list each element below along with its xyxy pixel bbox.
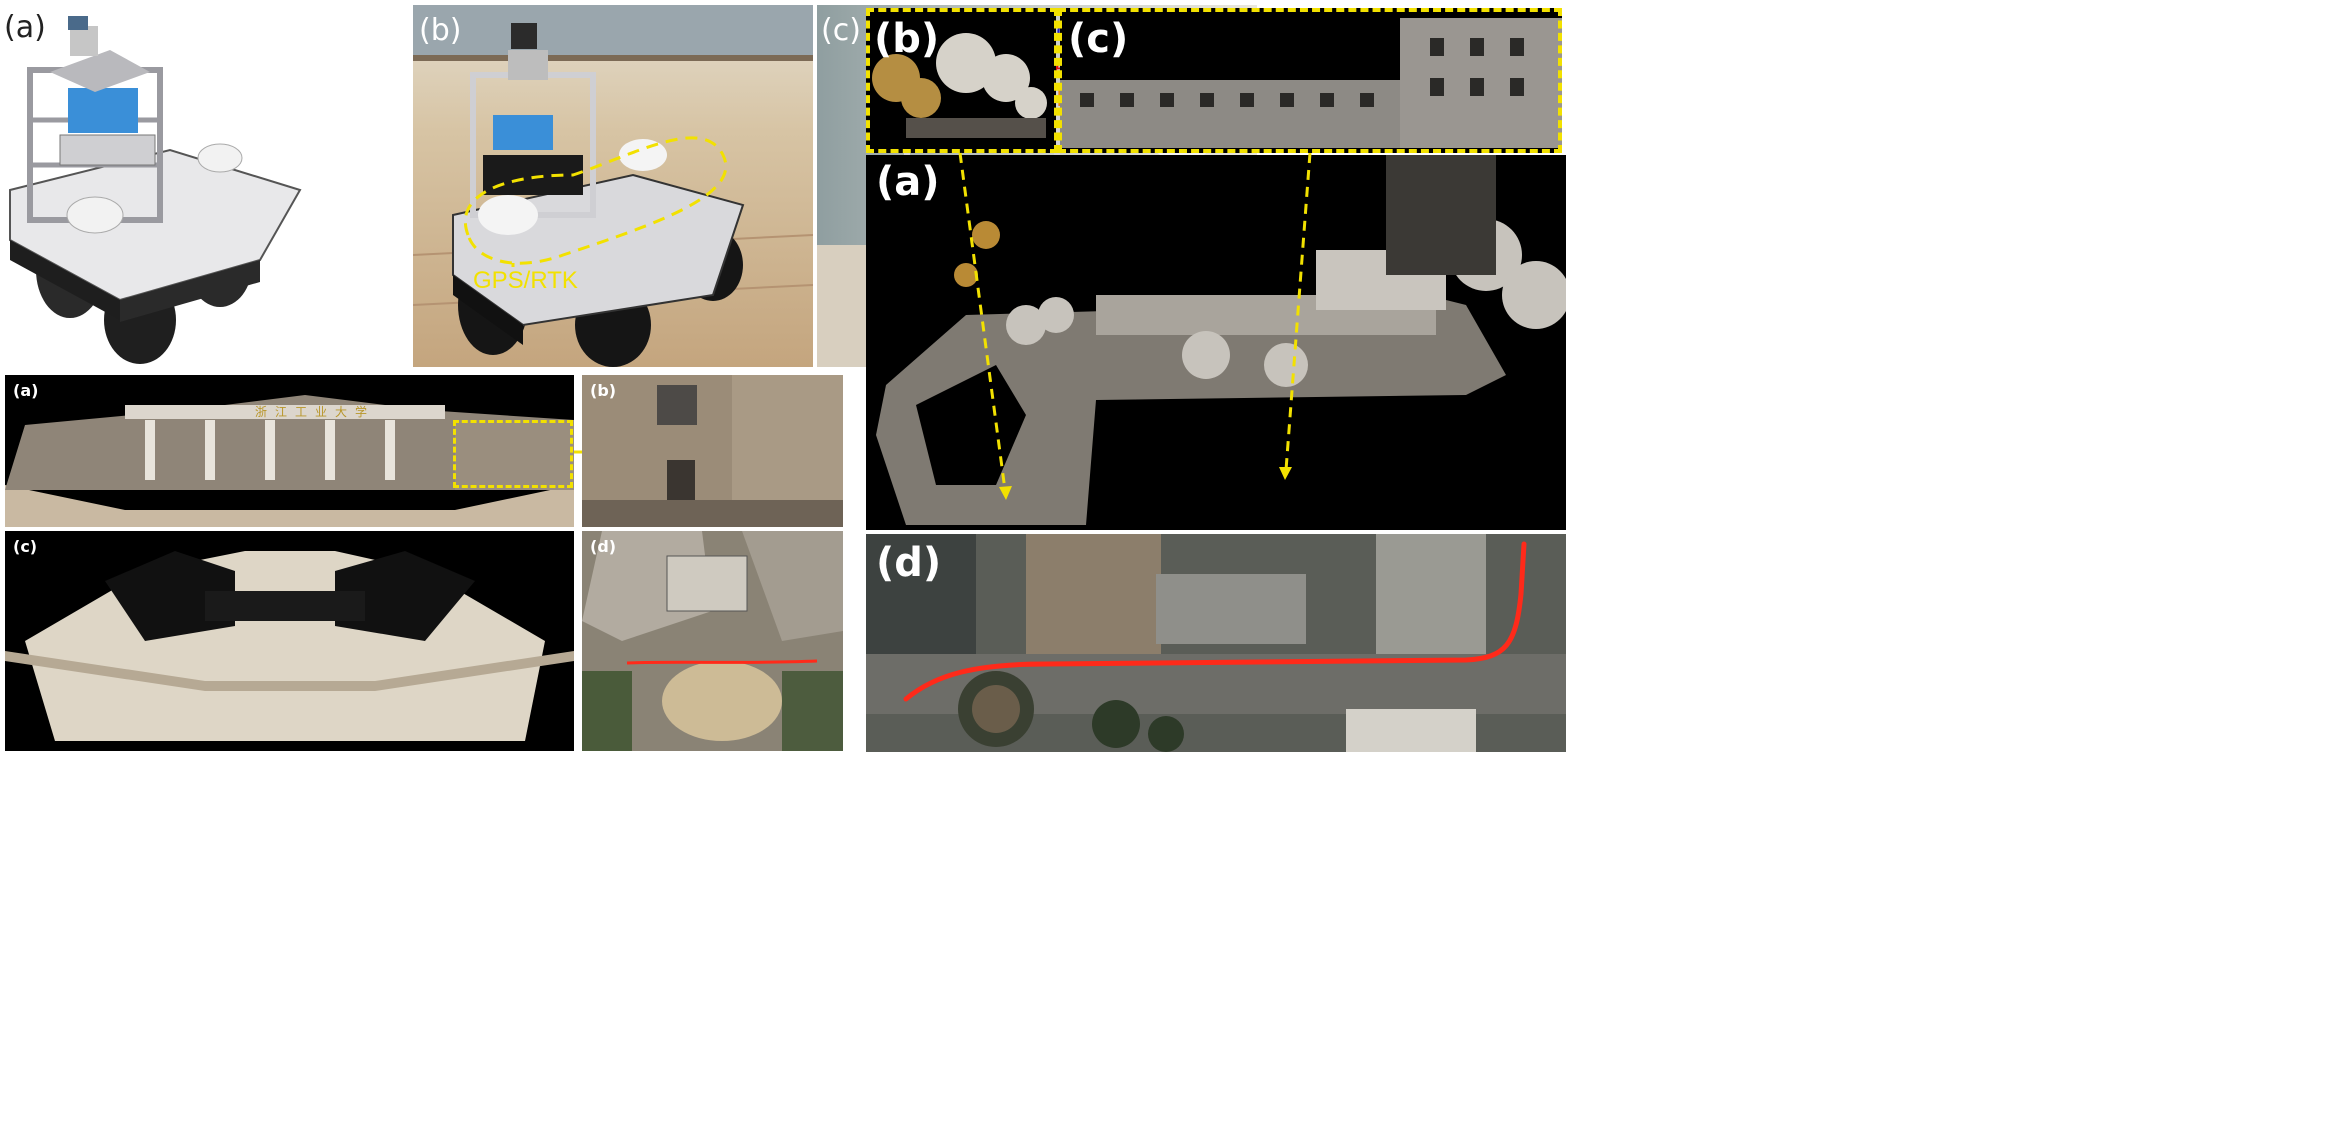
inset-c-frame — [1058, 8, 1562, 153]
satellite-d-small: (d) — [582, 531, 843, 751]
gps-highlight-ellipse — [464, 136, 728, 267]
panel-b-label: (b) — [419, 13, 462, 48]
satellite-small-drawing — [582, 531, 843, 751]
pointcloud-trees-b: (b) — [866, 8, 1056, 153]
robot-cad-drawing — [9, 16, 302, 364]
bl-c-label: (c) — [13, 537, 38, 556]
pointcloud-front-a: 浙江工业大学 (a) — [5, 375, 574, 527]
robot-photo-b-panel: (b) GPS/RTK — [413, 5, 813, 367]
trajectory-large — [903, 541, 1527, 702]
pointcloud-facade-c: (c) — [1060, 8, 1562, 153]
pointcloud-front-drawing — [5, 395, 574, 527]
right-c-label: (c) — [1068, 16, 1129, 62]
building-banner-text: 浙江工业大学 — [255, 405, 376, 419]
panel-robot-cad: (a) — [0, 0, 400, 372]
zoom-region-box — [453, 420, 573, 488]
gps-rtk-label: GPS/RTK — [473, 267, 578, 294]
right-a-label: (a) — [876, 159, 940, 205]
trajectory-small — [626, 659, 818, 665]
trees-drawing — [872, 33, 1047, 138]
pointcloud-top-drawing — [5, 551, 574, 741]
bl-a-label: (a) — [13, 381, 39, 400]
satellite-large-drawing — [866, 534, 1566, 752]
pointcloud-large-a: (a) — [866, 155, 1566, 530]
inset-b-frame — [866, 8, 1058, 153]
bl-b-label: (b) — [590, 381, 617, 400]
bl-d-label: (d) — [590, 537, 617, 556]
pointcloud-large-drawing — [876, 155, 1566, 525]
pointcloud-top-c: (c) — [5, 531, 574, 751]
right-b-label: (b) — [874, 16, 940, 62]
robot-photo-b-drawing — [413, 5, 813, 367]
satellite-d-large: (d) — [866, 534, 1566, 752]
panel-c-label: (c) — [821, 13, 861, 48]
right-d-label: (d) — [876, 540, 942, 586]
pointcloud-zoom-b: (b) — [582, 375, 843, 527]
pointcloud-zoom-drawing — [582, 375, 843, 527]
panel-a-label: (a) — [4, 10, 46, 45]
facade-drawing — [1060, 18, 1562, 148]
